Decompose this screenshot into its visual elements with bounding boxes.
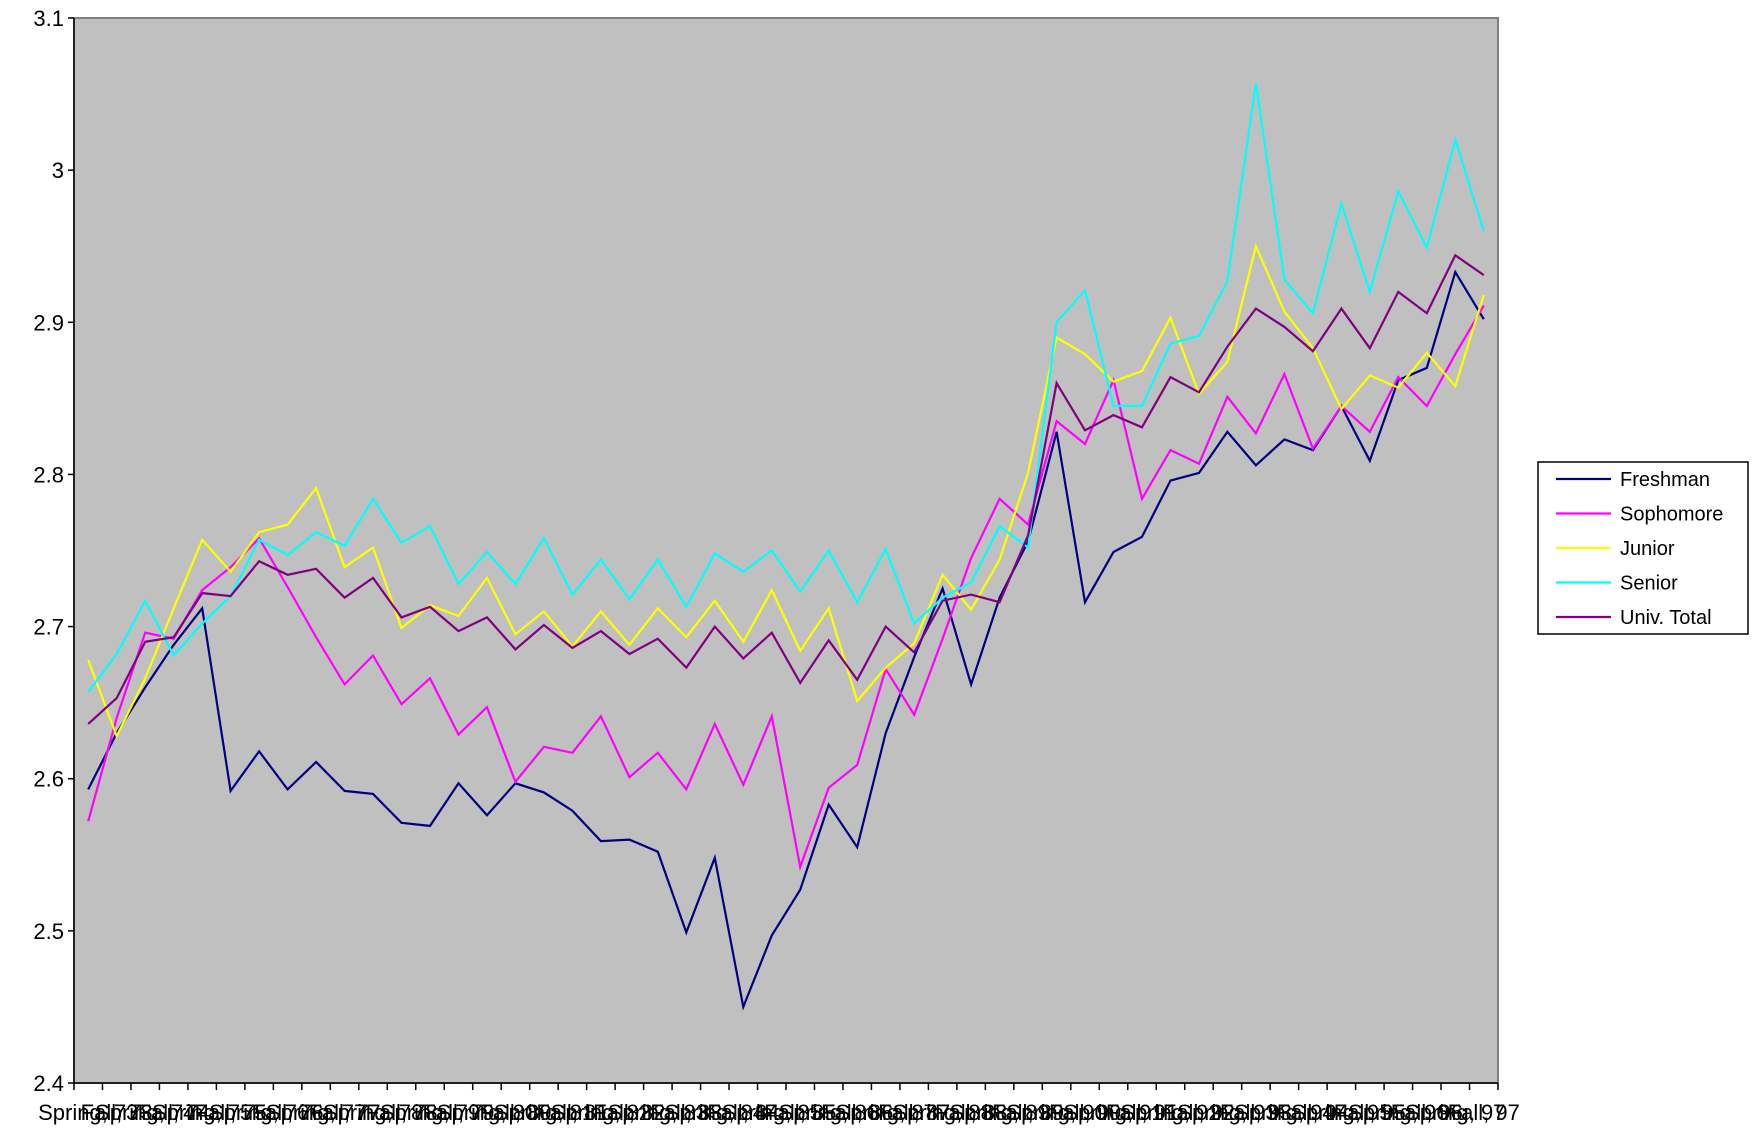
x-tick-label: Spring, 80	[437, 1100, 537, 1125]
x-tick-label: Spring, 88	[892, 1100, 992, 1125]
x-tick-label: Fall, 86	[821, 1100, 893, 1125]
y-axis: 2.4 2.5 2.6 2.7 2.8 2.9 3 3.1	[33, 6, 75, 1096]
series-line-univ-total	[87, 253, 1485, 725]
x-tick-label: Spring, 97	[1405, 1100, 1505, 1125]
x-tick-label: Fall, 95	[1334, 1100, 1406, 1125]
x-tick-label: Fall, 88	[935, 1100, 1007, 1125]
x-tick-label: Spring, 87	[836, 1100, 936, 1125]
legend-label: Univ. Total	[1620, 607, 1712, 629]
y-tick-label: 2.5	[33, 919, 64, 944]
x-tick-label: Fall, 79	[422, 1100, 494, 1125]
series-line-junior	[87, 242, 1485, 739]
x-tick-label: Fall, 90	[1049, 1100, 1121, 1125]
x-tick-label: Fall, 97	[1448, 1100, 1520, 1125]
y-tick-label: 2.8	[33, 462, 64, 487]
legend-label: Freshman	[1620, 469, 1710, 491]
x-tick-label: Spring, 73	[38, 1100, 138, 1125]
x-tick-label: Fall, 87	[878, 1100, 950, 1125]
x-tick-label: Fall, 85	[764, 1100, 836, 1125]
x-tick-label: Spring, 84	[665, 1100, 765, 1125]
x-tick-label: Fall, 78	[365, 1100, 437, 1125]
x-tick-label: Fall, 80	[479, 1100, 551, 1125]
y-tick-label: 2.9	[33, 310, 64, 335]
legend-label: Senior	[1620, 573, 1678, 595]
x-tick-label: Spring, 91	[1063, 1100, 1163, 1125]
x-tick-label: Spring, 77	[266, 1100, 366, 1125]
x-tick-label: Fall, 84	[707, 1100, 779, 1125]
x-tick-label: Spring, 93	[1177, 1100, 1277, 1125]
x-tick-label: Spring, 83	[608, 1100, 708, 1125]
x-tick-label: Fall, 74	[138, 1100, 210, 1125]
x-tick-label: Spring, 94	[1234, 1100, 1334, 1125]
y-tick-label: 2.7	[33, 615, 64, 640]
x-tick-label: Fall, 82	[593, 1100, 665, 1125]
y-tick-label: 2.4	[33, 1071, 64, 1096]
x-tick-label: Spring, 81	[494, 1100, 594, 1125]
x-tick-label: Fall, 89	[992, 1100, 1064, 1125]
x-tick-label: Fall, 92	[1163, 1100, 1235, 1125]
x-tick-label: Spring, 76	[209, 1100, 309, 1125]
x-tick-label: Spring, 74	[95, 1100, 195, 1125]
y-tick-label: 3	[52, 158, 64, 183]
legend-label: Junior	[1620, 538, 1675, 560]
x-tick-label: Fall, 77	[308, 1100, 380, 1125]
x-tick-label: Spring, 95	[1291, 1100, 1391, 1125]
x-tick-label: Fall, 73	[81, 1100, 153, 1125]
series-line-sophomore	[87, 305, 1485, 872]
x-tick-label: Spring, 78	[323, 1100, 423, 1125]
y-tick-label: 3.1	[33, 6, 64, 31]
series-line-senior	[87, 83, 1485, 693]
x-tick-label: Fall, 96	[1391, 1100, 1463, 1125]
x-tick-label: Fall, 93	[1220, 1100, 1292, 1125]
legend: Freshman Sophomore Junior Senior Univ. Total	[1537, 461, 1749, 635]
x-tick-label: Fall, 83	[650, 1100, 722, 1125]
plot-area	[73, 17, 1499, 1084]
x-tick-label: Fall, 76	[252, 1100, 324, 1125]
x-tick-label: Spring, 86	[779, 1100, 879, 1125]
series-lines	[87, 83, 1485, 1011]
x-tick-label: Fall, 75	[195, 1100, 267, 1125]
x-tick-label: Fall, 94	[1277, 1100, 1349, 1125]
x-tick-label: Spring, 82	[551, 1100, 651, 1125]
x-tick-label: Fall, 81	[536, 1100, 608, 1125]
x-tick-label: Spring, 92	[1120, 1100, 1220, 1125]
x-tick-label: Fall, 91	[1106, 1100, 1178, 1125]
legend-label: Sophomore	[1620, 504, 1723, 526]
series-line-freshman	[87, 269, 1485, 1011]
x-tick-label: Spring, 96	[1348, 1100, 1448, 1125]
x-tick-label: Spring, 90	[1006, 1100, 1106, 1125]
x-tick-label: Spring, 85	[722, 1100, 822, 1125]
y-tick-label: 2.6	[33, 767, 64, 792]
x-tick-label: Spring, 75	[152, 1100, 252, 1125]
x-tick-label: Spring, 89	[949, 1100, 1049, 1125]
x-tick-label: Spring, 79	[380, 1100, 480, 1125]
